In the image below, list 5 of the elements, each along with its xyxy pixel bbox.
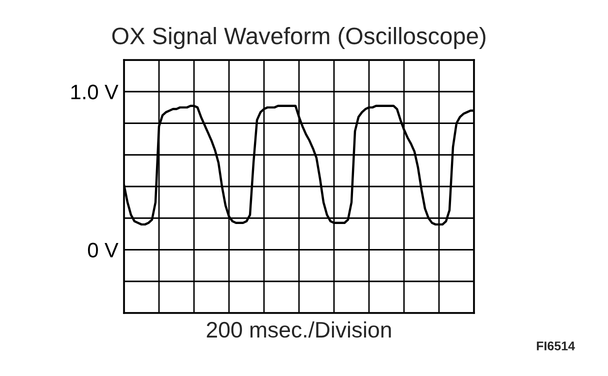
y-tick-label: 1.0 V	[71, 84, 118, 100]
x-axis-title: 200 msec./Division	[206, 321, 391, 338]
chart-title: OX Signal Waveform (Oscilloscope)	[112, 26, 486, 50]
text: FI6514	[536, 342, 575, 350]
y-tick-label: 0 V	[88, 242, 118, 258]
